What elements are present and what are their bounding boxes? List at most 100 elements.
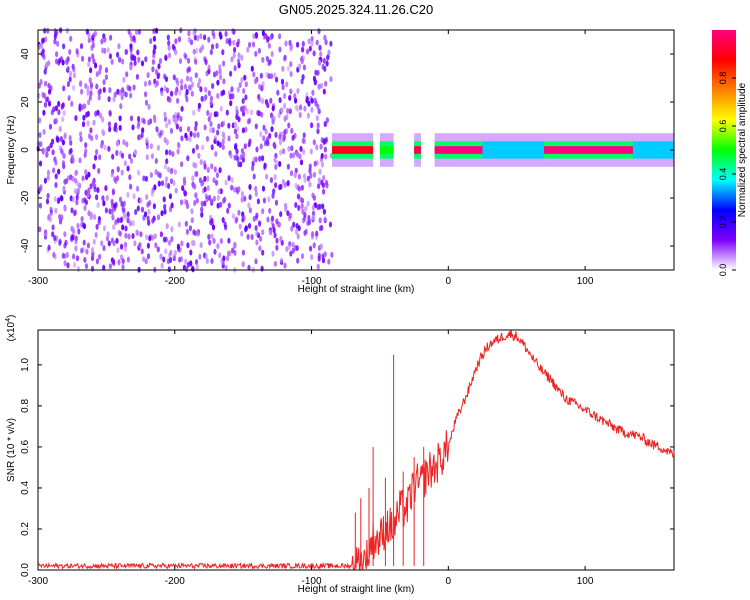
noise-blob [116,51,120,58]
noise-blob [214,179,219,186]
noise-blob [158,172,162,179]
noise-blob [92,58,96,65]
noise-blob [82,239,86,246]
noise-blob [195,264,199,270]
noise-blob [92,119,96,126]
noise-blob [219,201,223,208]
noise-blob [96,202,100,209]
noise-blob [85,248,89,255]
noise-blob [194,120,198,127]
noise-blob [273,260,277,267]
noise-blob [121,224,125,231]
noise-blob [116,166,120,173]
noise-blob [310,40,314,47]
noise-blob [324,136,329,143]
noise-blob [254,32,258,39]
noise-blob [125,71,129,78]
noise-blob [329,40,333,47]
noise-blob [283,102,287,109]
snr-x-tick-label: 0 [446,576,452,587]
noise-blob [312,50,316,57]
noise-blob [302,64,306,71]
noise-blob [315,230,319,237]
noise-blob [83,256,87,263]
noise-blob [73,261,77,268]
noise-blob [165,87,169,94]
spectrogram-x-tick-label: 0 [446,276,452,287]
noise-blob [159,253,163,260]
noise-blob [203,186,207,193]
noise-blob [144,258,148,265]
noise-blob [86,85,90,92]
noise-blob [210,217,214,224]
snr-panel: -300 -200 -100 0 100 0.0 0.2 0.4 0.6 0.8 1.0 Heig… [5,315,675,595]
noise-blob [164,181,168,188]
noise-blob [80,247,84,254]
noise-blob [203,200,207,207]
noise-blob [162,196,166,203]
noise-blob [154,242,158,249]
noise-blob [126,256,130,263]
noise-blob [255,239,259,246]
noise-blob [237,161,241,168]
noise-blob [287,122,291,129]
noise-blob [243,105,247,112]
noise-blob [288,39,292,46]
noise-blob [151,66,155,73]
noise-blob [108,208,112,215]
noise-blob [278,33,282,40]
noise-blob [180,240,184,247]
noise-blob [295,150,299,157]
snr-series [37,330,675,571]
noise-blob [278,161,282,167]
noise-blob [96,109,100,116]
noise-blob [174,187,178,194]
noise-blob [154,82,158,88]
noise-blob [210,144,214,151]
noise-blob [271,250,275,257]
noise-blob [254,50,258,57]
colorbar-tick-label: 0.2 [718,216,728,229]
noise-blob [264,128,268,135]
noise-blob [215,42,219,49]
noise-blob [114,178,118,185]
noise-blob [185,135,189,142]
noise-blob [275,244,279,251]
noise-blob [177,246,181,253]
noise-blob [76,222,80,229]
noise-blob [84,189,88,196]
noise-blob [255,230,259,237]
noise-blob [280,107,284,114]
noise-blob [323,251,327,258]
spectrogram-y-tick-label: 20 [20,96,31,108]
noise-blob [231,247,235,254]
noise-blob [124,232,128,239]
noise-blob [246,46,250,53]
noise-blob [133,240,137,247]
noise-blob [102,264,106,271]
noise-blob [308,163,312,170]
noise-blob [228,250,232,257]
noise-blob [46,169,51,176]
noise-blob [192,48,196,55]
noise-blob [216,93,220,99]
noise-blob [210,258,214,264]
noise-blob [124,49,128,55]
spectrogram-y-ticks: -40 -20 0 20 40 [20,48,674,253]
noise-blob [323,34,327,41]
noise-blob [191,175,195,182]
noise-blob [189,39,194,46]
noise-blob [55,51,59,58]
noise-blob [300,184,304,191]
noise-blob [224,179,228,186]
noise-blob [252,215,256,222]
noise-blob [320,224,324,231]
noise-blob [145,154,149,161]
noise-blob [282,136,286,143]
noise-blob [62,43,66,50]
noise-blob [56,198,61,205]
noise-blob [118,56,122,63]
noise-blob [78,157,82,164]
signal-core [379,146,394,154]
noise-blob [169,168,173,175]
